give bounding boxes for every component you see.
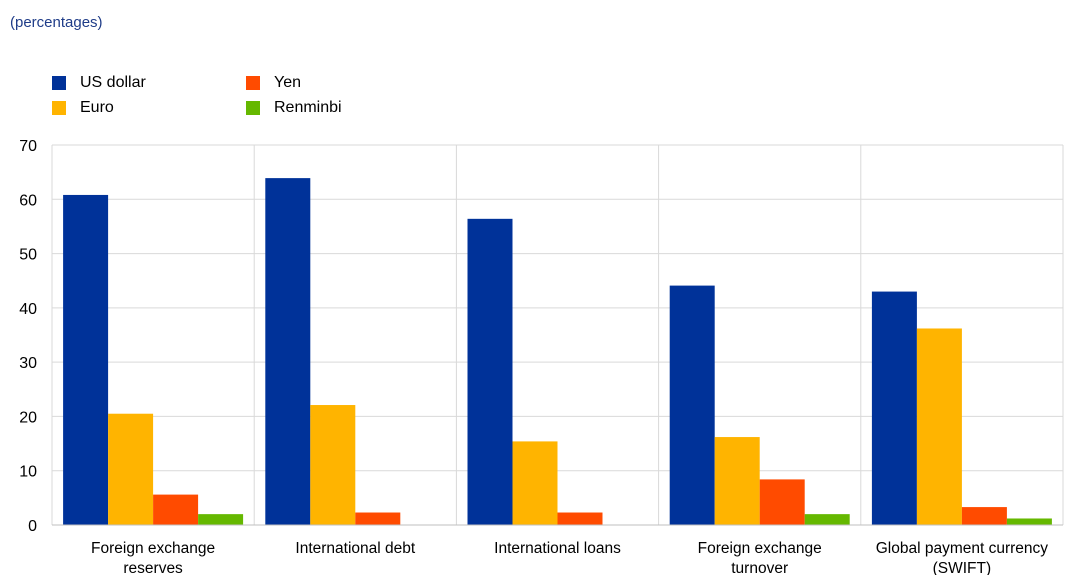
legend-swatch-yen [246, 76, 260, 90]
y-tick-label: 70 [19, 138, 37, 155]
x-axis: Foreign exchange reserves International de… [52, 524, 1063, 575]
legend-swatch-renminbi [246, 101, 260, 115]
legend-label-us-dollar: US dollar [80, 74, 146, 91]
y-tick-label: 10 [19, 464, 37, 481]
y-tick-label: 30 [19, 355, 37, 372]
legend-label-renminbi: Renminbi [274, 99, 342, 116]
y-tick-label: 50 [19, 247, 37, 264]
bar-euro [108, 413, 154, 525]
bar-renminbi [1006, 518, 1052, 525]
bar-us-dollar [871, 291, 917, 525]
bar-us-dollar [63, 194, 109, 525]
y-tick-label: 40 [19, 301, 37, 318]
bar-euro [916, 328, 962, 525]
chart-subtitle: (percentages) [10, 14, 103, 31]
y-tick-label: 20 [19, 409, 37, 426]
y-tick-label: 0 [28, 518, 37, 535]
bar-yen [557, 512, 603, 525]
bar-euro [714, 437, 760, 525]
bar-us-dollar [265, 178, 311, 525]
bar-renminbi [198, 514, 244, 525]
legend-label-euro: Euro [80, 99, 114, 116]
x-tick-label: Foreign exchange reserves [91, 540, 215, 575]
x-tick-label: Global payment currency (SWIFT) [876, 540, 1049, 575]
legend-item-renminbi: Renminbi [246, 97, 446, 119]
legend-swatch-us-dollar [52, 76, 66, 90]
bar-us-dollar [467, 218, 513, 526]
bar-yen [961, 507, 1007, 525]
legend-item-us-dollar: US dollar [52, 72, 252, 94]
bar-euro [512, 441, 558, 525]
legend-swatch-euro [52, 101, 66, 115]
legend-item-euro: Euro [52, 97, 252, 119]
bar-yen [759, 479, 805, 525]
chart-bars [63, 178, 1052, 526]
y-axis: 0 10 20 30 40 50 60 70 [19, 138, 37, 535]
x-tick-label: Foreign exchange turnover [698, 540, 822, 575]
bar-yen [355, 512, 401, 525]
bar-renminbi [804, 514, 850, 525]
legend-label-yen: Yen [274, 74, 301, 91]
legend-item-yen: Yen [246, 72, 446, 94]
y-tick-label: 60 [19, 192, 37, 209]
bar-us-dollar [669, 285, 715, 525]
x-tick-label: International loans [494, 540, 621, 557]
bar-euro [310, 405, 356, 525]
x-tick-label: International debt [295, 540, 415, 557]
bar-yen [153, 494, 199, 525]
